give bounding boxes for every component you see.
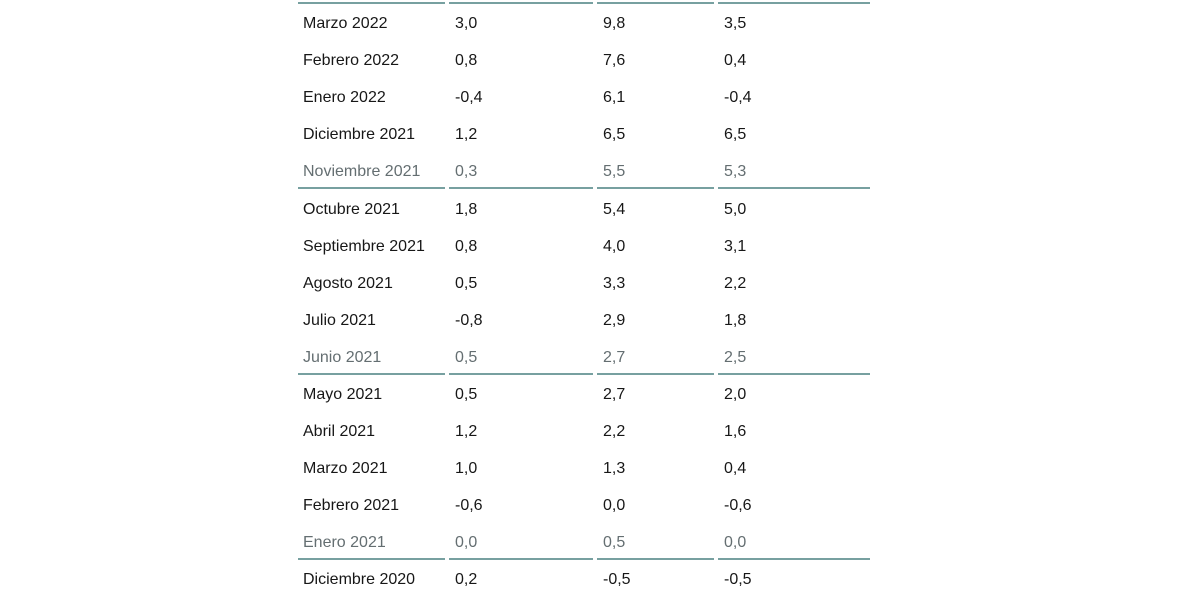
table-row: Diciembre 2020 0,2 -0,5 -0,5 bbox=[298, 558, 870, 595]
row-value-1: 1,8 bbox=[449, 187, 593, 224]
ipc-table-body: Marzo 2022 3,0 9,8 3,5 Febrero 2022 0,8 … bbox=[298, 2, 870, 596]
row-period-label: Marzo 2022 bbox=[298, 2, 445, 39]
table-row: Enero 2021 0,0 0,5 0,0 bbox=[298, 521, 870, 558]
row-period-label: Enero 2022 bbox=[303, 89, 386, 107]
row-period-label: Marzo 2021 bbox=[303, 460, 388, 478]
row-period-label: Febrero 2021 bbox=[303, 497, 400, 515]
table-row: Febrero 2021 -0,6 0,0 -0,6 bbox=[298, 484, 870, 521]
row-value-3: 2,0 bbox=[718, 372, 870, 410]
row-value-1: 0,5 bbox=[455, 348, 478, 366]
row-value-1: 0,5 bbox=[449, 372, 593, 410]
row-value-1: 3,0 bbox=[449, 2, 593, 39]
row-value-3: 5,3 bbox=[724, 163, 747, 181]
data-table-container: Marzo 2022 3,0 9,8 3,5 Febrero 2022 0,8 … bbox=[294, 2, 874, 596]
row-period-label: Febrero 2022 bbox=[303, 52, 400, 70]
table-row: Marzo 2021 1,0 1,3 0,4 bbox=[298, 447, 870, 484]
row-value-3: 0,4 bbox=[724, 460, 747, 478]
row-value-2: 3,3 bbox=[603, 274, 626, 292]
row-value-2: 0,5 bbox=[603, 534, 626, 552]
table-row: Enero 2022 -0,4 6,1 -0,4 bbox=[298, 76, 870, 113]
row-value-2: 6,1 bbox=[603, 89, 626, 107]
row-value-1: 0,3 bbox=[455, 163, 478, 181]
row-value-3: 3,5 bbox=[718, 2, 870, 39]
row-value-2: 1,3 bbox=[603, 460, 626, 478]
row-value-1: 0,2 bbox=[449, 558, 593, 595]
row-value-2: 6,5 bbox=[603, 126, 626, 144]
table-row: Noviembre 2021 0,3 5,5 5,3 bbox=[298, 150, 870, 187]
table-row: Diciembre 2021 1,2 6,5 6,5 bbox=[298, 113, 870, 150]
row-value-2: -0,5 bbox=[597, 558, 714, 595]
row-value-3: 1,8 bbox=[724, 311, 747, 329]
row-value-1: -0,6 bbox=[455, 497, 483, 515]
row-value-3: 0,4 bbox=[724, 52, 747, 70]
row-period-label: Septiembre 2021 bbox=[303, 237, 425, 255]
row-value-3: 1,6 bbox=[724, 423, 747, 441]
table-row: Febrero 2022 0,8 7,6 0,4 bbox=[298, 39, 870, 76]
row-period-label: Julio 2021 bbox=[303, 311, 376, 329]
row-value-2: 2,9 bbox=[603, 311, 626, 329]
ipc-table: Marzo 2022 3,0 9,8 3,5 Febrero 2022 0,8 … bbox=[294, 2, 874, 596]
row-value-1: 1,2 bbox=[455, 126, 478, 144]
table-row: Julio 2021 -0,8 2,9 1,8 bbox=[298, 299, 870, 336]
row-value-3: -0,4 bbox=[724, 89, 752, 107]
row-value-3: 5,0 bbox=[718, 187, 870, 224]
row-value-2: 2,7 bbox=[597, 372, 714, 410]
row-value-1: 1,2 bbox=[455, 423, 478, 441]
row-value-3: 3,1 bbox=[724, 237, 747, 255]
row-value-1: -0,4 bbox=[455, 89, 483, 107]
row-value-2: 4,0 bbox=[603, 237, 626, 255]
row-value-3: 2,5 bbox=[724, 348, 747, 366]
row-value-1: 0,8 bbox=[455, 237, 478, 255]
row-value-3: 6,5 bbox=[724, 126, 747, 144]
row-period-label: Diciembre 2021 bbox=[303, 126, 416, 144]
row-value-2: 2,2 bbox=[603, 423, 626, 441]
row-period-label: Noviembre 2021 bbox=[303, 163, 421, 181]
row-period-label: Agosto 2021 bbox=[303, 274, 393, 292]
table-row: Septiembre 2021 0,8 4,0 3,1 bbox=[298, 225, 870, 262]
row-value-3: 0,0 bbox=[724, 534, 747, 552]
row-period-label: Abril 2021 bbox=[303, 423, 376, 441]
row-value-2: 2,7 bbox=[603, 348, 626, 366]
row-value-1: -0,8 bbox=[455, 311, 483, 329]
table-row: Junio 2021 0,5 2,7 2,5 bbox=[298, 336, 870, 373]
table-row: Abril 2021 1,2 2,2 1,6 bbox=[298, 410, 870, 447]
row-value-2: 5,4 bbox=[597, 187, 714, 224]
row-value-3: -0,5 bbox=[718, 558, 870, 595]
row-value-1: 0,8 bbox=[455, 52, 478, 70]
row-value-2: 5,5 bbox=[603, 163, 626, 181]
row-period-label: Enero 2021 bbox=[303, 534, 386, 552]
row-period-label: Diciembre 2020 bbox=[298, 558, 445, 595]
row-period-label: Junio 2021 bbox=[303, 348, 382, 366]
row-period-label: Mayo 2021 bbox=[298, 372, 445, 410]
table-row: Octubre 2021 1,8 5,4 5,0 bbox=[298, 187, 870, 224]
row-value-1: 0,0 bbox=[455, 534, 478, 552]
row-value-2: 9,8 bbox=[597, 2, 714, 39]
table-row: Mayo 2021 0,5 2,7 2,0 bbox=[298, 372, 870, 410]
row-value-3: 2,2 bbox=[724, 274, 747, 292]
row-value-3: -0,6 bbox=[724, 497, 752, 515]
row-value-1: 0,5 bbox=[455, 274, 478, 292]
table-row: Marzo 2022 3,0 9,8 3,5 bbox=[298, 2, 870, 39]
row-period-label: Octubre 2021 bbox=[298, 187, 445, 224]
row-value-2: 0,0 bbox=[603, 497, 626, 515]
row-value-2: 7,6 bbox=[603, 52, 626, 70]
table-row: Agosto 2021 0,5 3,3 2,2 bbox=[298, 262, 870, 299]
row-value-1: 1,0 bbox=[455, 460, 478, 478]
